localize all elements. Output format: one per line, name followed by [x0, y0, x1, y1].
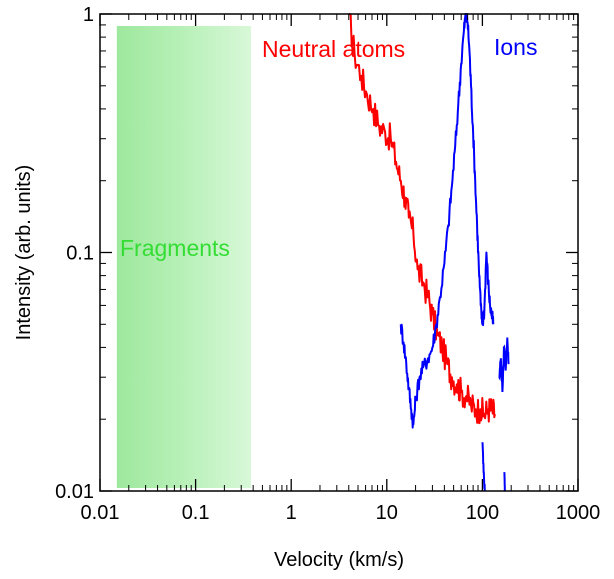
y-tick-label: 1 [83, 4, 94, 26]
x-tick-label: 0.1 [182, 502, 210, 524]
neutral-atoms-label: Neutral atoms [262, 36, 405, 62]
x-tick-label: 0.01 [81, 502, 120, 524]
fragments-region [116, 26, 252, 488]
ions-label: Ions [494, 34, 537, 60]
ions-series-fragment [503, 472, 506, 492]
x-tick-label: 100 [466, 502, 499, 524]
x-tick-label: 1 [286, 502, 297, 524]
y-axis-title: Intensity (arb. units) [13, 165, 35, 341]
x-tick-label: 1000 [556, 502, 601, 524]
ions-series [399, 13, 495, 429]
x-tick-label: 10 [376, 502, 398, 524]
ions-series-fragment [481, 442, 486, 492]
y-tick-label: 0.01 [55, 481, 94, 503]
x-axis-title: Velocity (km/s) [274, 549, 404, 571]
neutral-atoms-series [348, 13, 496, 425]
fragments-label: Fragments [120, 235, 230, 261]
y-tick-label: 0.1 [66, 243, 94, 265]
ions-series-fragment [498, 337, 510, 393]
